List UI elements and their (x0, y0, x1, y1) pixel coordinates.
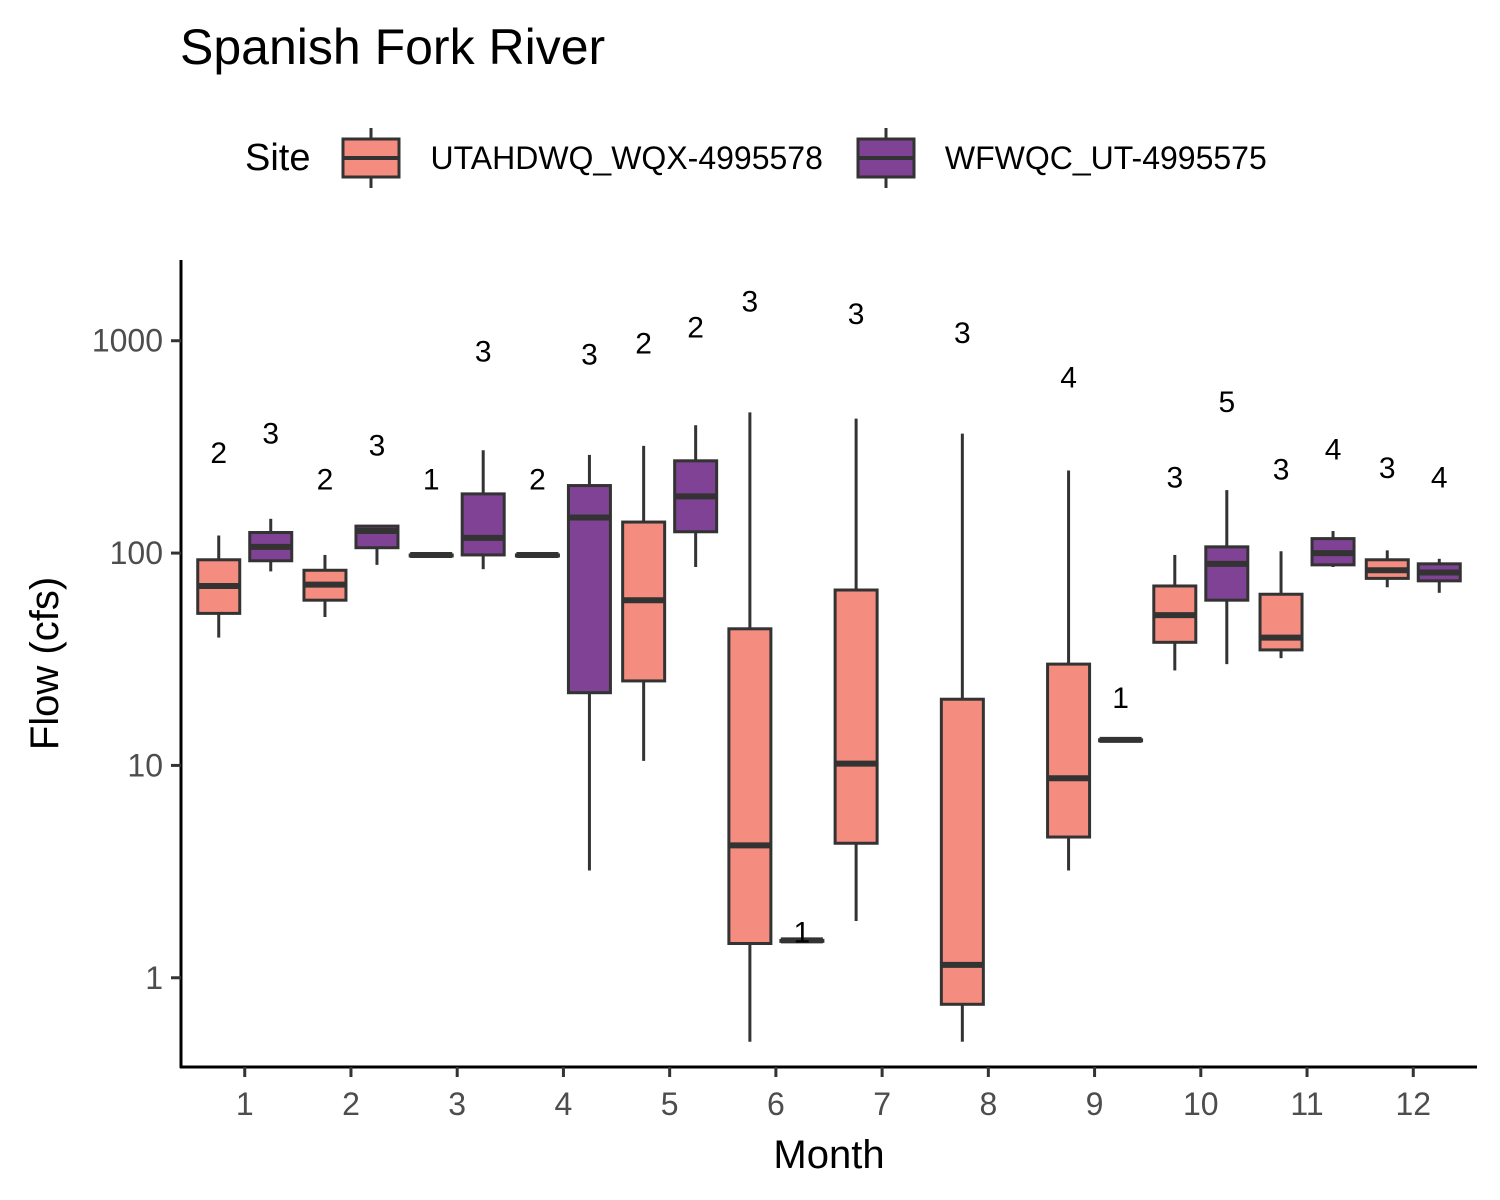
x-tick-label: 11 (1290, 1086, 1323, 1122)
legend-item-utahdwq: UTAHDWQ_WQX-4995578 (340, 128, 823, 188)
box-body (1046, 662, 1092, 839)
sample-count-label: 4 (1325, 434, 1342, 467)
legend-item-wfwqc: WFWQC_UT-4995575 (855, 128, 1267, 188)
x-tick-label: 5 (661, 1086, 679, 1122)
x-tick-label: 2 (342, 1086, 360, 1122)
y-tick-label: 1 (145, 960, 163, 996)
chart-title: Spanish Fork River (180, 19, 606, 75)
x-tick-label: 3 (448, 1086, 466, 1122)
sample-count-label: 3 (1379, 452, 1396, 485)
x-tick-label: 6 (767, 1086, 785, 1122)
sample-count-label: 3 (954, 317, 971, 350)
box-body (1204, 545, 1250, 602)
sample-count-label: 4 (1431, 461, 1448, 494)
legend: Site UTAHDWQ_WQX-4995578 WFWQC_UT-499557… (245, 128, 1299, 188)
sample-count-label: 3 (475, 335, 492, 368)
sample-count-label: 3 (1166, 461, 1183, 494)
sample-count-label: 1 (1112, 682, 1129, 715)
legend-key-wfwqc (856, 128, 916, 188)
sample-count-label: 2 (210, 437, 227, 470)
legend-key-utahdwq (341, 128, 401, 188)
sample-count-label: 2 (687, 311, 704, 344)
x-axis-title: Month (773, 1133, 884, 1177)
y-tick-label: 10 (127, 747, 163, 783)
sample-count-label: 3 (1273, 454, 1290, 487)
legend-label-wfwqc: WFWQC_UT-4995575 (944, 139, 1267, 176)
box-body (939, 697, 985, 1006)
sample-count-label: 3 (581, 339, 598, 372)
x-tick-label: 8 (979, 1086, 997, 1122)
x-tick-label: 10 (1183, 1086, 1219, 1122)
box-body (460, 492, 506, 557)
sample-count-label: 4 (1060, 361, 1077, 394)
y-tick-label: 1000 (92, 323, 163, 359)
sample-count-label: 5 (1218, 386, 1235, 419)
sample-count-label: 3 (369, 429, 386, 462)
x-tick-label: 12 (1395, 1086, 1431, 1122)
box-body (1258, 592, 1304, 652)
x-tick-label: 7 (873, 1086, 891, 1122)
sample-count-label: 1 (423, 463, 440, 496)
x-tick-label: 1 (236, 1086, 254, 1122)
box-body (727, 627, 773, 946)
sample-count-label: 2 (529, 463, 546, 496)
box-body (833, 588, 879, 845)
legend-title: Site (245, 136, 311, 179)
sample-count-label: 3 (848, 298, 865, 331)
x-tick-label: 4 (555, 1086, 573, 1122)
x-tick-label: 9 (1086, 1086, 1104, 1122)
legend-label-utahdwq: UTAHDWQ_WQX-4995578 (430, 139, 823, 176)
sample-count-label: 1 (794, 917, 811, 950)
y-tick-label: 100 (110, 535, 163, 571)
sample-count-label: 3 (742, 285, 759, 318)
y-axis-title: Flow (cfs) (23, 577, 67, 750)
sample-count-label: 3 (262, 417, 279, 450)
sample-count-label: 2 (317, 463, 334, 496)
sample-count-label: 2 (635, 328, 652, 361)
